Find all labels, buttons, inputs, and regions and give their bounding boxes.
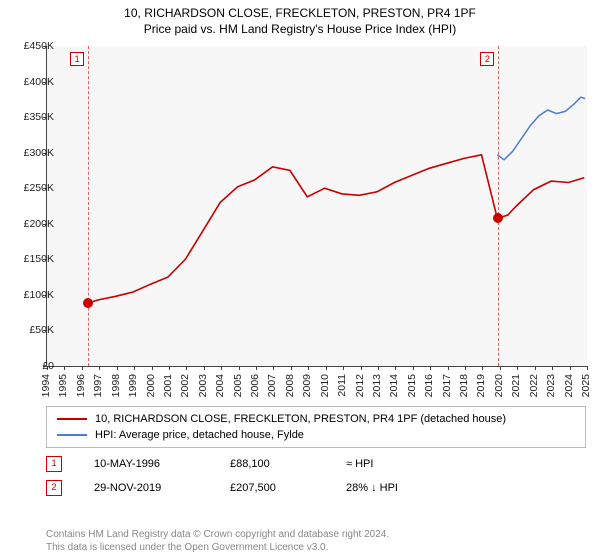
legend-swatch-price: [57, 418, 87, 420]
x-axis-label: 2013: [371, 374, 383, 397]
tx-price-1: £88,100: [230, 458, 330, 470]
y-axis-label: £350K: [24, 111, 54, 123]
legend-swatch-hpi: [57, 434, 87, 436]
x-axis-label: 2019: [475, 374, 487, 397]
legend-item-price: 10, RICHARDSON CLOSE, FRECKLETON, PRESTO…: [57, 411, 575, 427]
tx-index-1: 1: [46, 456, 62, 472]
x-axis-label: 1996: [75, 374, 87, 397]
x-axis-label: 2005: [232, 374, 244, 397]
tx-trend-2: 28% ↓ HPI: [346, 482, 506, 494]
legend-item-hpi: HPI: Average price, detached house, Fyld…: [57, 427, 575, 443]
y-axis-label: £0: [42, 360, 54, 372]
legend-label-hpi: HPI: Average price, detached house, Fyld…: [95, 429, 304, 441]
x-axis-label: 2015: [406, 374, 418, 397]
transactions-table: 1 10-MAY-1996 £88,100 ≈ HPI 2 29-NOV-201…: [46, 452, 586, 500]
x-axis-label: 2008: [284, 374, 296, 397]
x-axis-label: 2002: [179, 374, 191, 397]
tx-price-2: £207,500: [230, 482, 330, 494]
footer-line-1: Contains HM Land Registry data © Crown c…: [46, 528, 586, 541]
x-axis-label: 2006: [249, 374, 261, 397]
x-axis-label: 1994: [40, 374, 52, 397]
x-axis-label: 2016: [423, 374, 435, 397]
table-row: 1 10-MAY-1996 £88,100 ≈ HPI: [46, 452, 586, 476]
x-axis-label: 2022: [528, 374, 540, 397]
x-axis-label: 2018: [458, 374, 470, 397]
title-line-1: 10, RICHARDSON CLOSE, FRECKLETON, PRESTO…: [0, 6, 600, 20]
legend: 10, RICHARDSON CLOSE, FRECKLETON, PRESTO…: [46, 406, 586, 448]
x-axis-label: 2010: [319, 374, 331, 397]
x-axis-label: 2004: [214, 374, 226, 397]
x-axis-label: 2009: [301, 374, 313, 397]
x-axis-label: 1995: [57, 374, 69, 397]
y-axis-label: £300K: [24, 147, 54, 159]
y-axis-label: £200K: [24, 218, 54, 230]
x-axis-label: 2023: [545, 374, 557, 397]
tx-index-2: 2: [46, 480, 62, 496]
footer: Contains HM Land Registry data © Crown c…: [46, 528, 586, 554]
chart-lines: [46, 46, 586, 366]
tx-date-1: 10-MAY-1996: [78, 458, 214, 470]
legend-label-price: 10, RICHARDSON CLOSE, FRECKLETON, PRESTO…: [95, 413, 506, 425]
tx-date-2: 29-NOV-2019: [78, 482, 214, 494]
y-axis-label: £100K: [24, 289, 54, 301]
x-axis-label: 1999: [127, 374, 139, 397]
y-axis-label: £150K: [24, 253, 54, 265]
x-axis-label: 2024: [563, 374, 575, 397]
y-axis-label: £400K: [24, 76, 54, 88]
y-axis-label: £250K: [24, 182, 54, 194]
title-line-2: Price paid vs. HM Land Registry's House …: [0, 22, 600, 36]
y-axis-label: £450K: [24, 40, 54, 52]
x-axis-label: 1997: [92, 374, 104, 397]
series-hpi: [497, 97, 585, 160]
x-axis-label: 2000: [145, 374, 157, 397]
x-axis-label: 2011: [336, 374, 348, 397]
x-axis-label: 2017: [441, 374, 453, 397]
x-axis-label: 2001: [162, 374, 174, 397]
chart-area: 12 1994199519961997199819992000200120022…: [46, 46, 586, 386]
series-price_paid: [87, 155, 584, 304]
x-axis-label: 2020: [493, 374, 505, 397]
y-axis-label: £50K: [29, 324, 54, 336]
table-row: 2 29-NOV-2019 £207,500 28% ↓ HPI: [46, 476, 586, 500]
x-axis-label: 2003: [197, 374, 209, 397]
x-axis-label: 2025: [580, 374, 592, 397]
x-axis-label: 2012: [354, 374, 366, 397]
x-axis-label: 2007: [266, 374, 278, 397]
x-axis-label: 2021: [510, 374, 522, 397]
x-axis-label: 2014: [388, 374, 400, 397]
footer-line-2: This data is licensed under the Open Gov…: [46, 541, 586, 554]
tx-trend-1: ≈ HPI: [346, 458, 506, 470]
x-axis-label: 1998: [110, 374, 122, 397]
